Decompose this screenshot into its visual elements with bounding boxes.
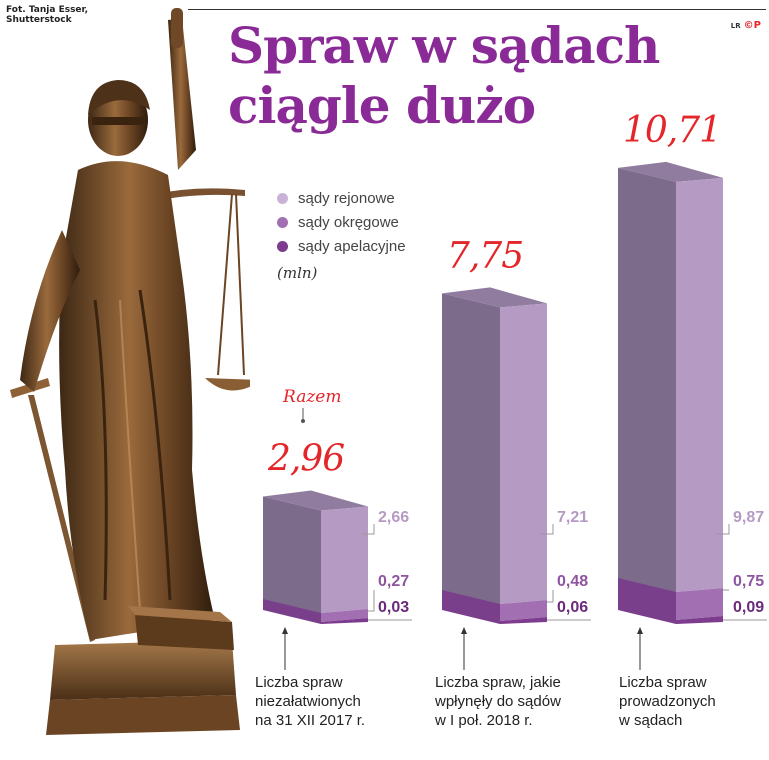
bar-1-front-face: [263, 496, 321, 622]
bar-3-segment-rejonowe: [676, 177, 723, 592]
bar-3-segment-apelacyjne: [676, 616, 723, 624]
legend: sądy rejonowe sądy okręgowe sądy apelacy…: [277, 186, 406, 258]
bar-3-front-face: [618, 167, 676, 622]
category-2-line-2: wpłynęły do sądów: [435, 693, 561, 710]
legend-item-okregowe: sądy okręgowe: [277, 210, 406, 234]
legend-swatch-okregowe: [277, 216, 288, 228]
chart-title: Spraw w sądach ciągle dużo: [228, 16, 660, 136]
bar-1-connector-okregowe: [368, 590, 375, 612]
bar-1-top-face-visible: [263, 490, 368, 511]
bar-2-connector-rejonowe: [541, 524, 554, 535]
bar-3-label-rejonowe: 9,87: [733, 509, 764, 526]
bar-3-total-label: 10,71: [623, 110, 721, 151]
bar-3-front-band: [618, 578, 676, 624]
bar-1-label-apelacyjne: 0,03: [378, 599, 409, 616]
bar-2-top-face-visible: [442, 287, 547, 308]
bar-3-label-apelacyjne: 0,09: [733, 599, 764, 616]
category-1-line-3: na 31 XII 2017 r.: [255, 712, 366, 729]
bar-2-segment-rejonowe: [500, 303, 547, 604]
bar-2-front-band: [442, 590, 500, 624]
legend-swatch-apelacyjne: [277, 240, 288, 252]
photo-credit-line1: Fot. Tanja Esser,: [6, 5, 89, 15]
bar-1-label-rejonowe: 2,66: [378, 509, 409, 526]
razem-pointer-dot: [301, 419, 305, 423]
lady-justice-statue-image: [10, 8, 250, 735]
legend-label-okregowe: sądy okręgowe: [298, 213, 399, 231]
title-line-2: ciągle dużo: [228, 76, 536, 135]
photo-credit-line2: Shutterstock: [6, 15, 72, 25]
bar-3-pointer-arrow: [637, 627, 643, 634]
category-label-3: Liczba spraw prowadzonych w sądach: [619, 673, 716, 730]
category-label-2: Liczba spraw, jakie wpłynęły do sądów w …: [435, 673, 561, 730]
bar-2-total-label: 7,75: [447, 235, 523, 276]
cp-logo-icon: ©P: [743, 20, 761, 31]
legend-item-apelacyjne: sądy apelacyjne: [277, 234, 406, 258]
bar-1-connector-rejonowe: [362, 524, 375, 535]
bar-1-front-band: [263, 599, 321, 624]
bar-2-pointer-arrow: [461, 627, 467, 634]
bar-1-label-okregowe: 0,27: [378, 573, 409, 590]
publisher-logo: LR ©P: [731, 20, 761, 31]
category-1-line-2: niezałatwionych: [255, 693, 361, 710]
bar-2-label-okregowe: 0,48: [557, 573, 588, 590]
bar-2-segment-okregowe: [500, 600, 547, 621]
bar-1-pointer-arrow: [282, 627, 288, 634]
bar-2-label-apelacyjne: 0,06: [557, 599, 588, 616]
bar-1-segment-rejonowe: [321, 506, 368, 613]
bar-1-segment-apelacyjne: [321, 618, 368, 624]
bar-2-front-face: [442, 293, 500, 622]
legend-item-rejonowe: sądy rejonowe: [277, 186, 406, 210]
category-3-line-3: w sądach: [619, 712, 683, 729]
bar-3-label-okregowe: 0,75: [733, 573, 764, 590]
category-1-line-1: Liczba spraw: [255, 674, 343, 691]
category-2-line-1: Liczba spraw, jakie: [435, 674, 561, 691]
legend-label-apelacyjne: sądy apelacyjne: [298, 237, 406, 255]
razem-label: Razem: [282, 387, 341, 407]
bar-2-segment-apelacyjne: [500, 617, 547, 624]
bar-2-label-rejonowe: 7,21: [557, 509, 588, 526]
category-3-line-1: Liczba spraw: [619, 674, 707, 691]
unit-label: (mln): [277, 264, 318, 282]
bar-3-connector-rejonowe: [717, 524, 730, 535]
category-3-line-2: prowadzonych: [619, 693, 716, 710]
bar-3-top-face-visible: [618, 161, 723, 182]
category-label-1: Liczba spraw niezałatwionych na 31 XII 2…: [255, 673, 365, 730]
bar-2-connector-okregowe: [547, 590, 554, 603]
photo-credit: Fot. Tanja Esser, Shutterstock: [6, 5, 88, 25]
bar-1-total-label: 2,96: [267, 438, 344, 479]
top-rule: [188, 9, 766, 10]
bar-1-segment-okregowe: [321, 609, 368, 622]
category-2-line-3: w I poł. 2018 r.: [435, 712, 533, 729]
legend-label-rejonowe: sądy rejonowe: [298, 189, 395, 207]
legend-swatch-rejonowe: [277, 192, 288, 204]
title-line-1: Spraw w sądach: [228, 16, 660, 75]
author-initials: LR: [730, 22, 741, 30]
bar-3-segment-okregowe: [676, 588, 723, 620]
